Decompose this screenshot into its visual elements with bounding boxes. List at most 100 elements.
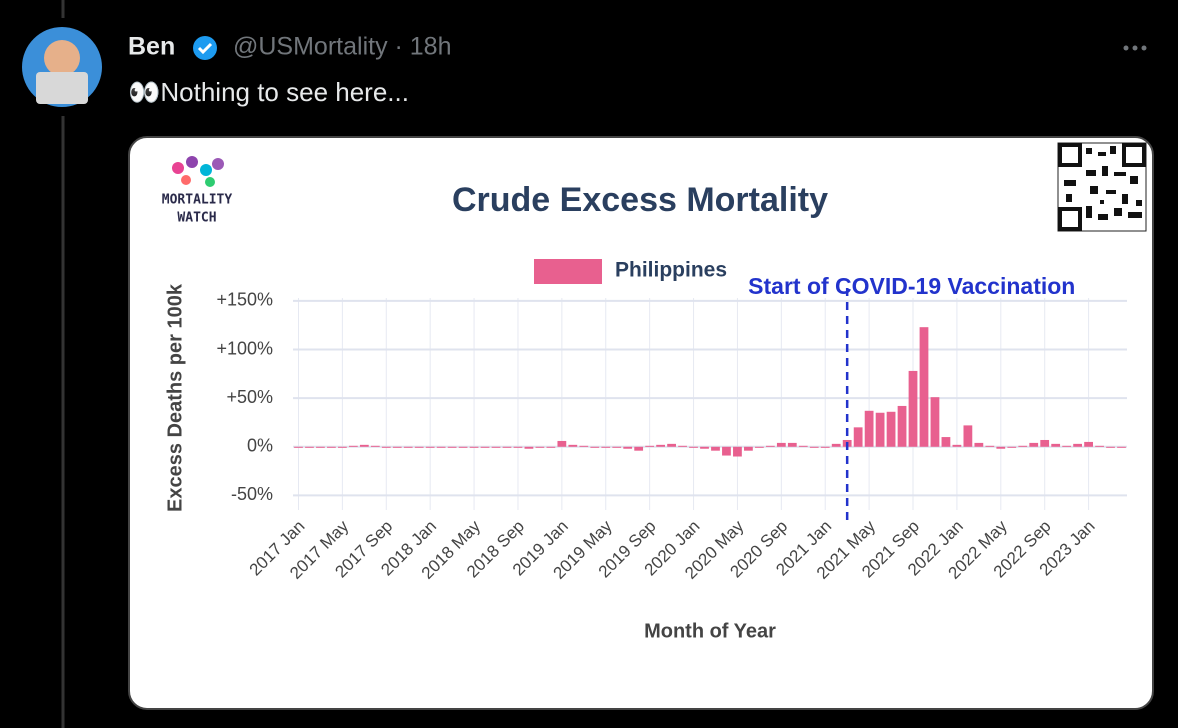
bar bbox=[733, 446, 742, 457]
chart-title: Crude Excess Mortality bbox=[452, 181, 828, 219]
x-axis-label: Month of Year bbox=[644, 620, 776, 642]
bar bbox=[469, 446, 479, 448]
bar bbox=[787, 442, 797, 447]
bar bbox=[678, 445, 687, 447]
bar bbox=[711, 446, 720, 451]
bar bbox=[502, 446, 512, 448]
bar bbox=[491, 446, 501, 448]
qr-code bbox=[1057, 142, 1147, 232]
bar bbox=[568, 444, 578, 447]
bar bbox=[1007, 446, 1017, 448]
bar bbox=[974, 442, 984, 447]
y-tick-label: 0% bbox=[247, 436, 273, 456]
bar bbox=[348, 445, 358, 447]
bar bbox=[985, 445, 995, 447]
bar bbox=[535, 446, 545, 448]
bar bbox=[875, 412, 885, 447]
bar bbox=[996, 446, 1006, 449]
bar bbox=[1106, 446, 1115, 448]
bar bbox=[370, 445, 380, 447]
author-meta[interactable]: @USMortality · 18h bbox=[233, 33, 452, 61]
bar bbox=[700, 446, 709, 449]
bar bbox=[403, 446, 413, 448]
bar bbox=[754, 446, 764, 448]
author-name[interactable]: Ben bbox=[128, 33, 175, 61]
bar bbox=[765, 445, 775, 447]
bar bbox=[689, 446, 698, 448]
bar bbox=[458, 446, 468, 448]
bar bbox=[590, 446, 600, 448]
bar bbox=[414, 446, 424, 448]
bar bbox=[612, 446, 622, 448]
bar bbox=[820, 446, 830, 448]
bar bbox=[645, 445, 655, 447]
bar bbox=[798, 445, 808, 447]
bar bbox=[1029, 442, 1039, 447]
bar bbox=[930, 397, 940, 447]
y-axis-label: Excess Deaths per 100k bbox=[164, 283, 186, 512]
bar bbox=[1117, 446, 1126, 448]
media-card[interactable] bbox=[128, 136, 1154, 710]
annotation-text: Start of COVID-19 Vaccination bbox=[748, 273, 1075, 299]
bar bbox=[359, 444, 369, 447]
bar bbox=[634, 446, 644, 451]
bar bbox=[425, 446, 435, 448]
bar bbox=[952, 444, 962, 447]
y-tick-label: -50% bbox=[231, 484, 273, 504]
bar bbox=[436, 446, 446, 448]
legend-label[interactable]: Philippines bbox=[615, 259, 727, 282]
avatar-face bbox=[44, 40, 80, 76]
y-tick-label: +100% bbox=[216, 338, 273, 358]
bar bbox=[886, 411, 896, 447]
bar bbox=[919, 327, 929, 447]
bar bbox=[897, 405, 907, 447]
bar bbox=[941, 437, 951, 447]
bar bbox=[579, 445, 589, 447]
bar bbox=[305, 446, 314, 448]
bar bbox=[392, 446, 402, 448]
bar bbox=[294, 446, 303, 448]
bar bbox=[667, 443, 676, 447]
bar bbox=[480, 446, 490, 448]
bar bbox=[316, 446, 325, 448]
bar bbox=[722, 446, 731, 456]
bar bbox=[524, 446, 534, 449]
tweet-text: 👀Nothing to see here... bbox=[128, 77, 409, 107]
bar bbox=[656, 444, 666, 447]
y-tick-label: +150% bbox=[216, 290, 273, 310]
logo: MORTALITY WATCH bbox=[162, 156, 233, 226]
bar bbox=[831, 443, 841, 447]
bar bbox=[1084, 441, 1093, 447]
avatar[interactable] bbox=[22, 27, 102, 107]
bar bbox=[327, 446, 336, 448]
bar bbox=[1051, 443, 1061, 447]
logo-text: WATCH bbox=[177, 211, 216, 226]
avatar-laptop bbox=[36, 72, 88, 104]
bar bbox=[744, 446, 753, 451]
bar bbox=[381, 446, 391, 448]
bar bbox=[1073, 443, 1083, 447]
more-menu[interactable] bbox=[1123, 45, 1147, 51]
bar bbox=[447, 446, 457, 448]
bar bbox=[809, 446, 819, 448]
y-tick-label: +50% bbox=[226, 387, 273, 407]
bar bbox=[864, 410, 874, 447]
bar bbox=[776, 442, 786, 447]
bar bbox=[1062, 445, 1072, 447]
legend-swatch bbox=[534, 259, 602, 284]
bar bbox=[546, 446, 556, 448]
bar bbox=[1095, 445, 1104, 447]
bar bbox=[1018, 445, 1028, 447]
bar bbox=[1040, 439, 1050, 447]
bar bbox=[513, 446, 523, 448]
bar bbox=[623, 446, 633, 449]
bar bbox=[853, 427, 863, 447]
logo-text: MORTALITY bbox=[162, 193, 233, 208]
bar bbox=[337, 446, 347, 448]
bar bbox=[908, 370, 918, 447]
verified-badge bbox=[193, 36, 217, 60]
bar bbox=[557, 440, 567, 447]
bar bbox=[601, 446, 611, 448]
